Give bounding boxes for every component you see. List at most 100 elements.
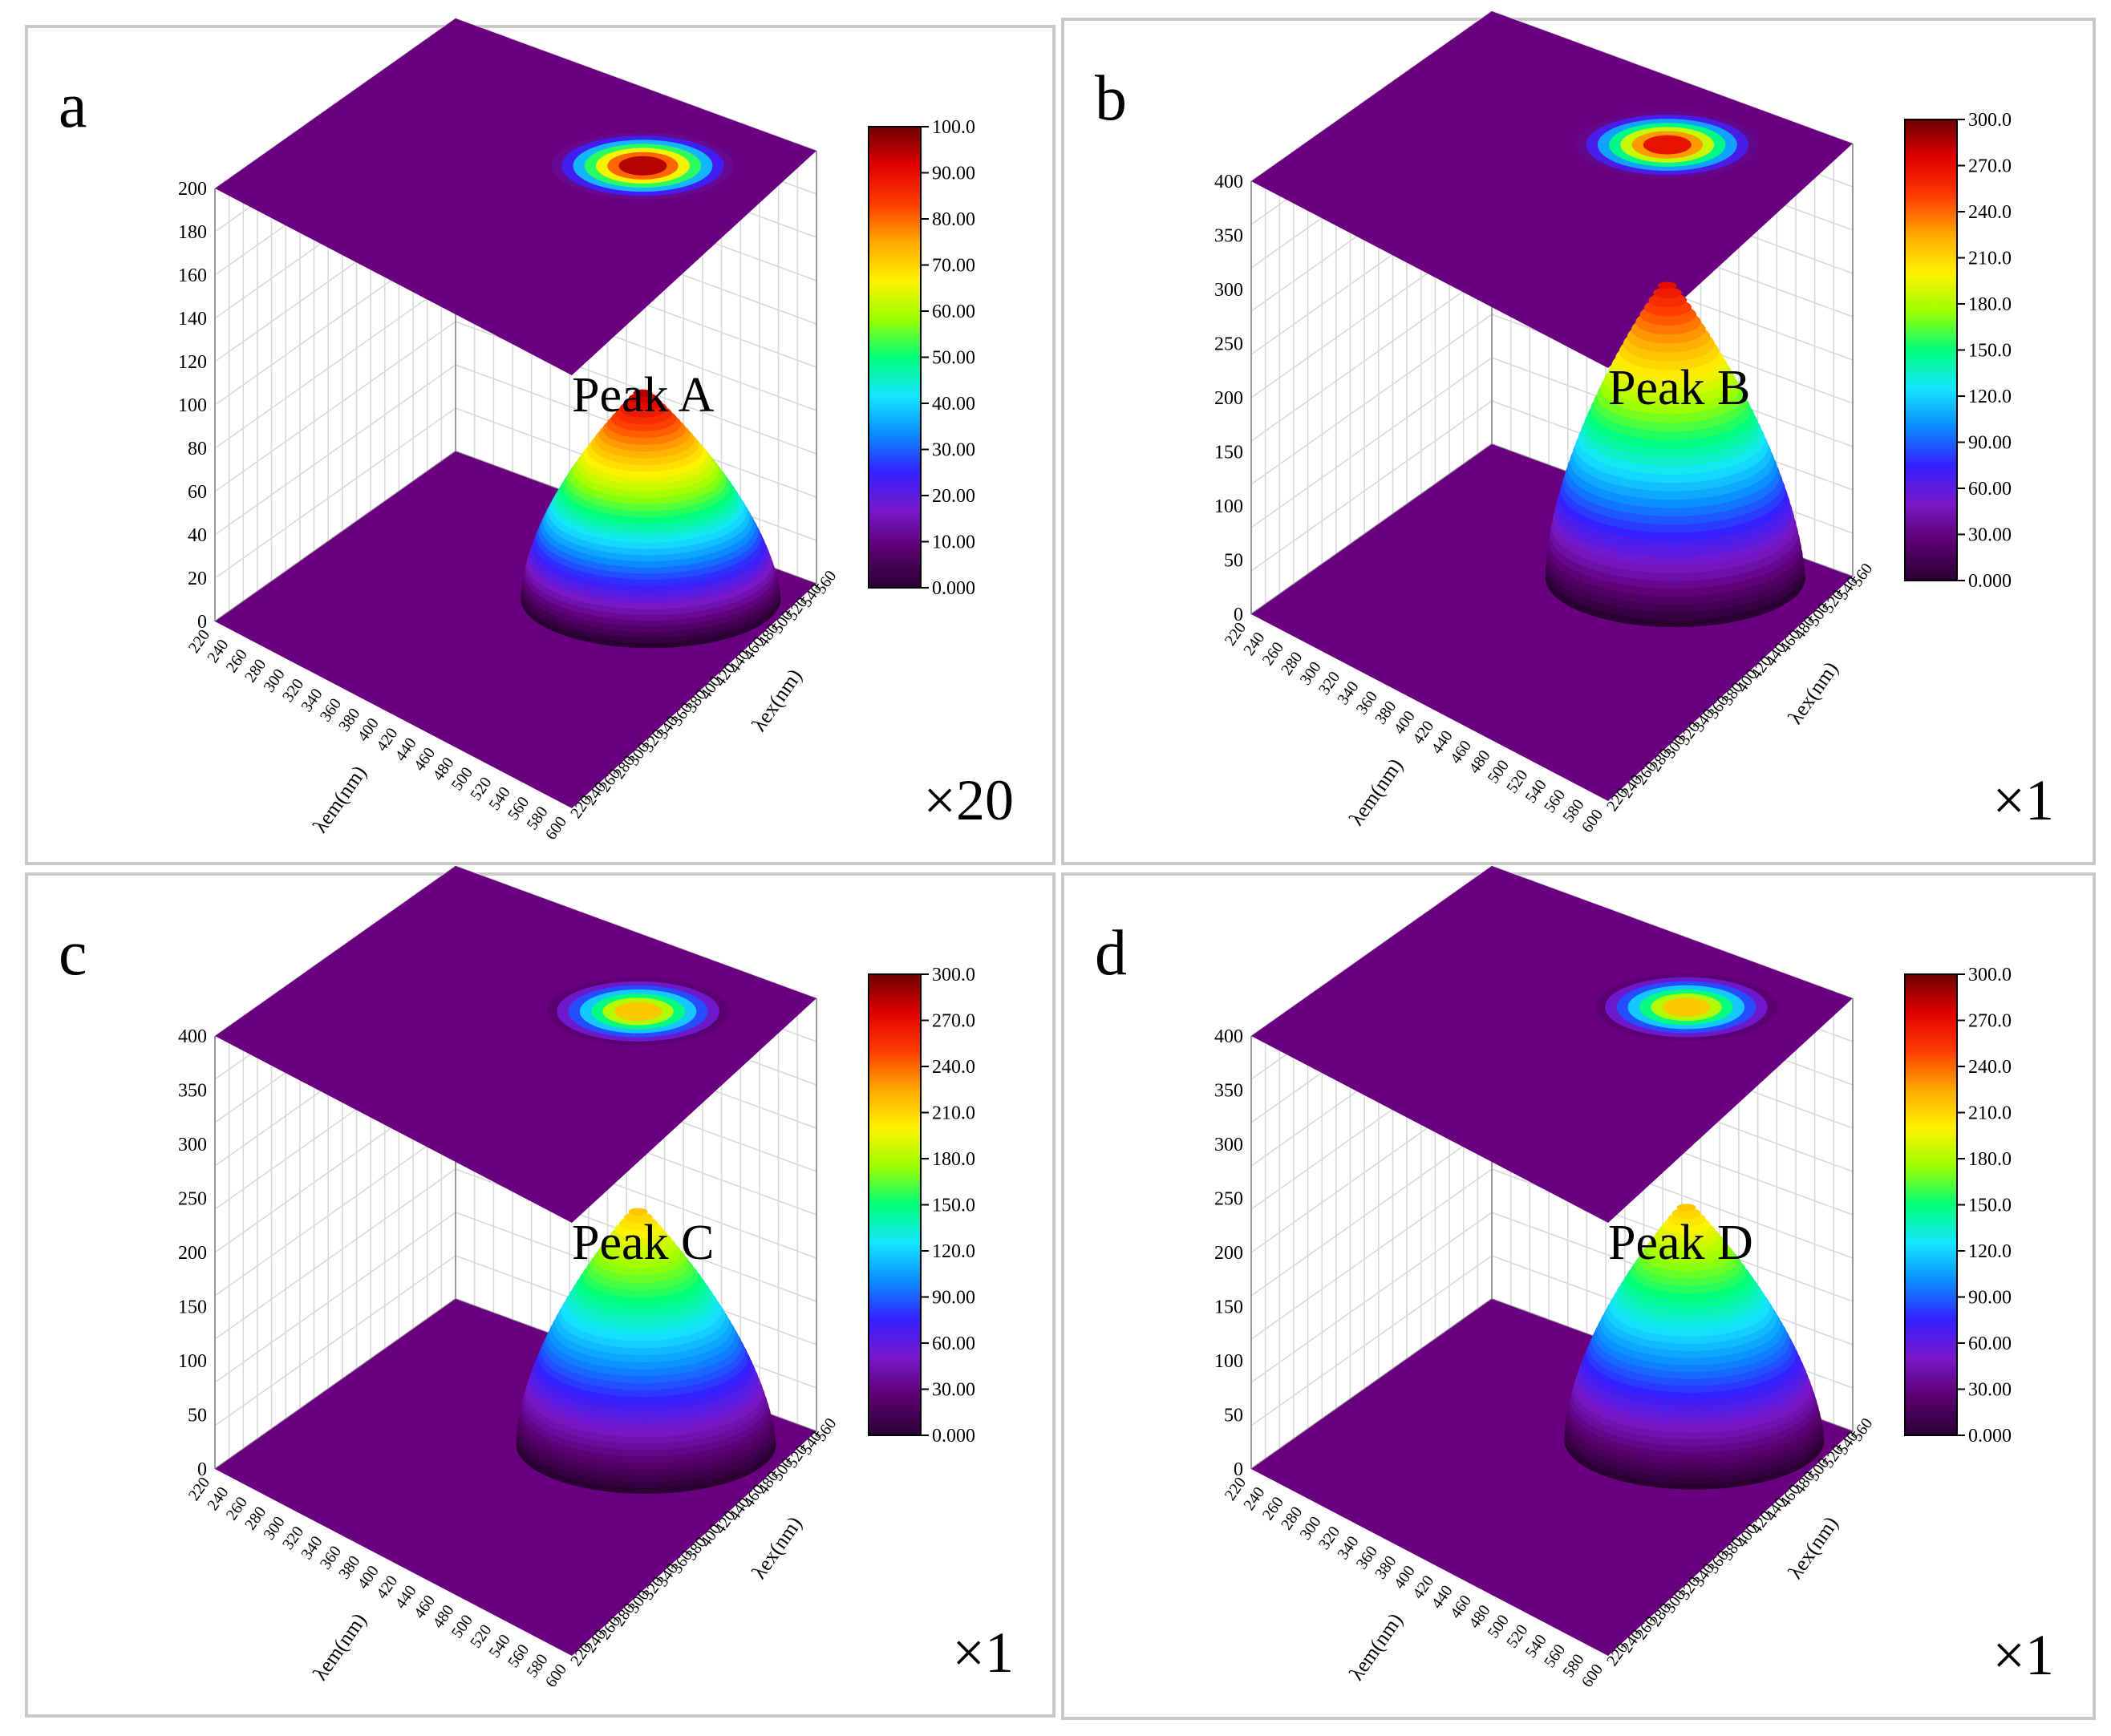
colorbar-tick-label: 180.0 (1968, 1149, 2012, 1170)
z-tick-label: 180 (178, 222, 207, 243)
colorbar-tick-label: 270.0 (1968, 1011, 2012, 1032)
colorbar-tick-label: 210.0 (1968, 249, 2012, 269)
grid-line (1250, 1125, 1493, 1297)
surface-band (628, 1208, 648, 1216)
z-tick-label: 120 (178, 352, 207, 373)
z-tick-label: 300 (1214, 1135, 1243, 1155)
top-projection (1251, 11, 1853, 368)
top-projection (215, 18, 816, 375)
colorbar (1904, 973, 1958, 1436)
z-tick-label: 350 (1214, 1081, 1243, 1102)
peak-label: Peak D (1608, 1216, 1753, 1270)
colorbar-tick-label: 60.00 (1968, 1333, 2012, 1354)
surface-band (633, 389, 653, 397)
grid-line (1250, 1255, 1493, 1426)
colorbar-tick-label: 60.00 (1968, 479, 2012, 500)
scale-label: ×20 (923, 768, 1014, 832)
surface (1251, 1204, 1853, 1656)
surface (215, 389, 816, 808)
z-tick-label: 150 (178, 1297, 207, 1318)
surface-band (1676, 1204, 1696, 1212)
grid-line (1250, 270, 1493, 442)
grid-line (1250, 1168, 1493, 1340)
panel-a: 2040608010012014016018020002202402602803… (25, 18, 1056, 865)
scale-label: ×1 (952, 1621, 1014, 1685)
projection-contour (618, 156, 667, 176)
colorbar-tick-label: 0.000 (932, 578, 975, 599)
colorbar-tick-label: 90.00 (1968, 433, 2012, 454)
colorbar-tick-label: 60.00 (932, 1333, 975, 1354)
scale-label: ×1 (1992, 1623, 2054, 1687)
colorbar-tick-label: 150.0 (1968, 1196, 2012, 1216)
z-tick-label: 350 (178, 1081, 207, 1102)
colorbar-tick-label: 90.00 (1968, 1288, 2012, 1309)
panel-letter: c (59, 918, 87, 989)
z-tick-label: 100 (1214, 1351, 1243, 1372)
colorbar-tick-label: 120.0 (1968, 386, 2012, 407)
colorbar-tick-label: 210.0 (932, 1103, 975, 1124)
z-tick-label: 300 (178, 1135, 207, 1155)
colorbar-tick-label: 30.00 (932, 440, 975, 461)
scale-label: ×1 (1992, 768, 2054, 832)
panel-letter: b (1095, 63, 1127, 134)
grid-line (214, 1125, 456, 1297)
z-tick-label: 300 (1214, 280, 1243, 301)
colorbar-tick-label: 0.000 (1968, 571, 2012, 592)
projection-plane (215, 866, 816, 1223)
colorbar-tick-label: 30.00 (932, 1380, 975, 1401)
colorbar-tick-label: 50.00 (932, 348, 975, 369)
colorbar-tick-label: 90.00 (932, 1288, 975, 1309)
projection-contour (614, 1002, 662, 1022)
z-tick-label: 250 (178, 1189, 207, 1210)
colorbar-tick-label: 120.0 (932, 1241, 975, 1262)
z-tick-label: 100 (178, 1351, 207, 1372)
z-tick-label: 100 (178, 395, 207, 416)
z-tick-label: 200 (178, 1243, 207, 1264)
grid-line (214, 321, 456, 492)
z-tick-label: 400 (1214, 1026, 1243, 1047)
projection-plane (1251, 11, 1853, 368)
projection-plane (215, 18, 816, 375)
colorbar (868, 126, 922, 589)
grid-line (214, 364, 456, 536)
grid-line (214, 277, 456, 449)
colorbar-tick-label: 240.0 (1968, 1057, 2012, 1078)
z-tick-label: 50 (1224, 551, 1243, 572)
z-tick-label: 160 (178, 265, 207, 286)
z-tick-label: 140 (178, 309, 207, 330)
colorbar-tick-label: 180.0 (1968, 294, 2012, 315)
panel-d: 5010015020025030035040002202402602803003… (1061, 865, 2096, 1720)
z-tick-label: 0 (1234, 1459, 1243, 1480)
z-tick-label: 250 (1214, 1189, 1243, 1210)
surface-band (1657, 281, 1677, 289)
projection-contour (1662, 997, 1711, 1018)
grid-line (1250, 357, 1493, 528)
grid-line (1250, 400, 1493, 572)
colorbar-tick-label: 40.00 (932, 394, 975, 415)
colorbar-tick-label: 30.00 (1968, 1380, 2012, 1401)
grid-line (1250, 314, 1493, 485)
colorbar-tick-label: 300.0 (1968, 110, 2012, 131)
z-tick-label: 150 (1214, 1297, 1243, 1318)
grid-line (214, 407, 456, 579)
top-projection (1251, 866, 1853, 1223)
grid-line (214, 1255, 456, 1426)
z-tick-label: 0 (1234, 605, 1243, 625)
peak-label: Peak A (572, 368, 715, 423)
z-tick-label: 150 (1214, 443, 1243, 463)
colorbar-tick-label: 30.00 (1968, 525, 2012, 546)
z-tick-label: 350 (1214, 226, 1243, 247)
colorbar (868, 973, 922, 1436)
colorbar-tick-label: 240.0 (932, 1057, 975, 1078)
colorbar-tick-label: 240.0 (1968, 202, 2012, 223)
surface (215, 1208, 816, 1656)
surface-band (623, 1212, 653, 1224)
colorbar-tick-label: 300.0 (1968, 965, 2012, 985)
grid-line (1250, 1212, 1493, 1383)
colorbar-tick-label: 100.0 (932, 117, 975, 138)
z-tick-label: 200 (1214, 1243, 1243, 1264)
colorbar-tick-label: 180.0 (932, 1149, 975, 1170)
peak-label: Peak C (572, 1216, 714, 1270)
colorbar-tick-label: 70.00 (932, 256, 975, 277)
